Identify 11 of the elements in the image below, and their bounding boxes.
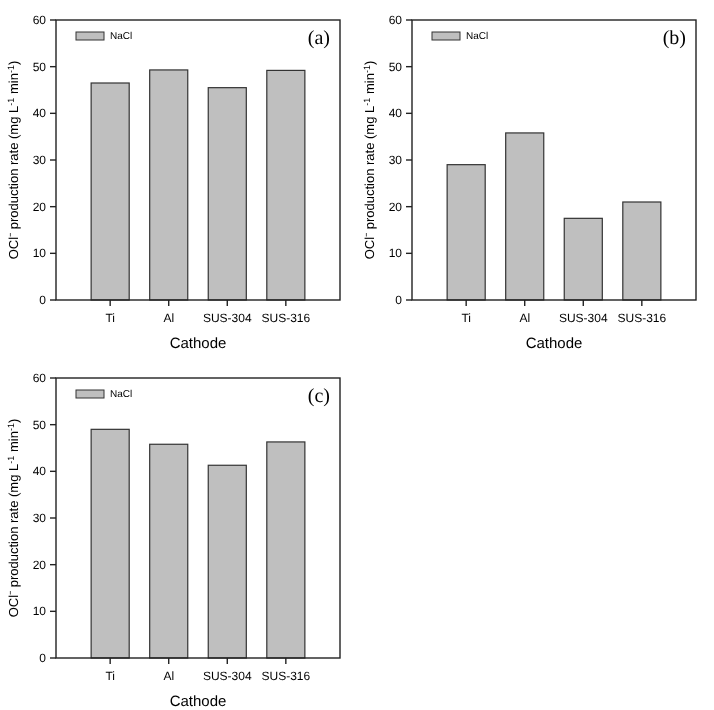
bar — [622, 201, 662, 301]
annotation: (a) — [307, 28, 330, 50]
bar — [505, 132, 545, 301]
annotation: (c) — [307, 386, 330, 408]
bar — [207, 464, 247, 659]
bar — [266, 441, 306, 659]
bar — [563, 217, 603, 301]
bar — [90, 428, 130, 659]
bar — [446, 164, 486, 301]
annotation: (b) — [662, 28, 686, 50]
bar — [149, 443, 189, 659]
